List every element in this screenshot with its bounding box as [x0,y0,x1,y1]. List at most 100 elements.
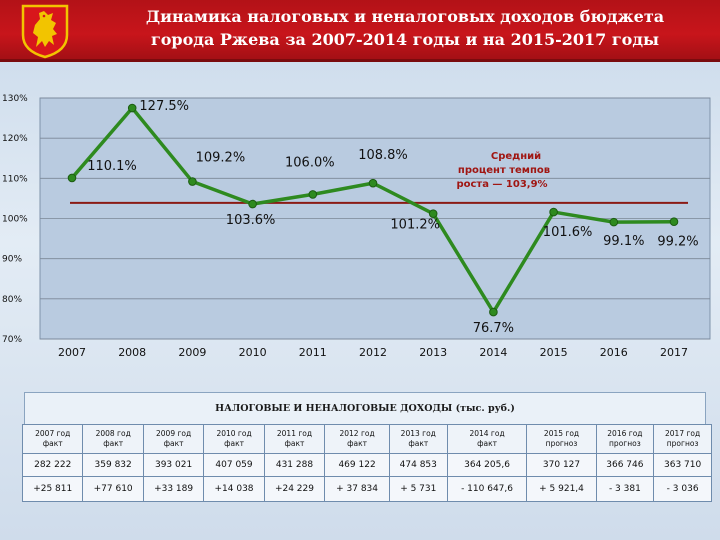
header-year: 2016 год [607,429,643,438]
header-kind: прогноз [545,439,578,448]
table-header-cell: 2011 год факт [263,424,326,454]
table-cell-change: + 37 834 [324,476,390,502]
table-cell-value: 469 122 [324,453,390,477]
table-cell-value: 366 746 [595,453,655,477]
table-cell-change: +25 811 [21,476,84,502]
table-cell-change: - 110 647,6 [446,476,528,502]
header-kind: факт [224,439,244,448]
header-kind: факт [408,439,429,448]
header-year: 2007 год [35,429,71,438]
table-cell-value: 393 021 [142,453,205,477]
data-point [308,190,318,199]
average-label: процент темпов [458,165,550,176]
y-tick-label: 110% [2,174,28,184]
x-tick-label: 2010 [239,346,267,359]
data-label: 108.8% [358,148,408,163]
data-point [188,177,197,186]
data-label: 109.2% [196,151,246,166]
table-cell-value: 431 288 [263,453,326,477]
table-header-cell: 2017 год прогноз [653,424,712,454]
data-point [127,103,137,113]
y-tick-label: 120% [2,134,28,144]
x-tick-label: 2016 [600,346,628,359]
data-label: 99.1% [603,234,644,249]
average-label: роста — 103,9% [456,179,547,190]
table-title: НАЛОГОВЫЕ И НЕНАЛОГОВЫЕ ДОХОДЫ (тыс. руб… [215,403,515,414]
header-year: 2015 год [543,429,580,438]
table-cell-value: 364 205,6 [446,453,528,477]
y-tick-label: 70% [2,335,22,345]
y-tick-label: 80% [2,295,22,305]
y-tick-label: 130% [2,94,28,104]
header-kind: факт [284,439,305,448]
x-tick-label: 2011 [299,346,327,359]
data-point [549,207,558,217]
line-chart: 130% 120% 110% 100% 90% 80% 70% 2007 2008 2009 201… [2,94,711,359]
table-header-cell: 2010 год факт [203,424,265,454]
table-header-cell: 2012 год факт [324,424,390,454]
data-point [609,217,619,227]
header-kind: факт [347,439,368,448]
header-year: 2017 год [665,429,701,438]
data-label: 76.7% [473,321,514,336]
table-row-values: 282 222 359 832 393 021 407 059 431 288 469 1… [21,453,712,477]
coat-of-arms-icon [21,4,69,59]
average-label: Средний [491,151,541,162]
header-kind: прогноз [666,439,699,448]
x-tick-label: 2007 [58,346,86,359]
data-label: 101.2% [390,218,440,233]
table-cell-change: +14 038 [203,476,265,502]
table-cell-value: 407 059 [203,453,265,477]
table-header-cell: 2013 год факт [388,424,448,454]
data-label: 110.1% [87,159,137,174]
header-bar: Динамика налоговых и неналоговых доходов… [0,0,720,62]
header-kind: факт [103,439,124,448]
data-label: 101.6% [543,225,593,240]
title-line-1: Динамика налоговых и неналоговых доходов… [145,7,665,26]
header-year: 2008 год [95,429,131,438]
header-year: 2010 год [216,429,252,438]
data-point [67,173,77,183]
header-kind: прогноз [609,439,641,448]
data-label: 99.2% [657,235,698,250]
table-header-cell: 2014 год факт [446,424,528,454]
table-title-box: НАЛОГОВЫЕ И НЕНАЛОГОВЫЕ ДОХОДЫ (тыс. руб… [24,392,706,426]
x-tick-label: 2015 [540,346,568,359]
table-cell-change: +33 189 [142,476,205,502]
table-header-cell: 2008 год факт [82,424,144,454]
page-title: Динамика налоговых и неналоговых доходов… [100,5,710,51]
table-header-cell: 2016 год прогноз [595,424,655,454]
header-year: 2014 год [469,429,505,438]
table-cell-change: - 3 036 [653,476,712,502]
y-tick-label: 90% [2,255,22,265]
title-line-2: города Ржева за 2007-2014 годы и на 2015… [150,30,660,49]
header-year: 2012 год [339,429,375,438]
header-kind: факт [42,439,63,448]
data-point [248,199,257,209]
header-kind: факт [163,439,184,448]
x-tick-label: 2008 [118,346,146,359]
data-label: 106.0% [285,155,335,170]
data-label: 103.6% [226,213,276,228]
data-point [489,307,498,317]
x-tick-label: 2009 [178,346,206,359]
table-cell-change: - 3 381 [595,476,655,502]
table-cell-change: +24 229 [263,476,326,502]
x-tick-label: 2017 [660,346,688,359]
table-cell-change: +77 610 [82,476,144,502]
table-cell-value: 363 710 [653,453,712,477]
table-cell-change: + 5 921,4 [526,476,597,502]
table-cell-value: 359 832 [82,453,144,477]
header-year: 2013 год [400,429,436,438]
x-tick-label: 2013 [419,346,447,359]
table-cell-value: 370 127 [526,453,597,477]
table-cell-value: 282 222 [21,453,84,477]
data-point [368,178,378,188]
table-cell-change: + 5 731 [388,476,448,502]
table-header-cell: 2007 год факт [21,424,84,454]
table-header-row: 2007 год факт 2008 год факт 2009 год факт 2010… [21,424,712,454]
data-point [428,209,438,218]
table-header-cell: 2009 год факт [142,424,205,454]
data-point [669,217,679,227]
table-cell-value: 474 853 [388,453,448,477]
